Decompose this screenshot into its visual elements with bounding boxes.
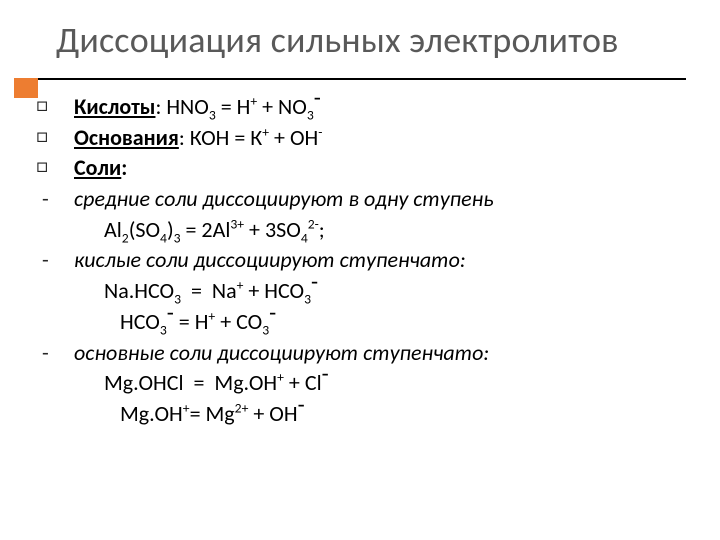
label-bases: Основания [74,124,179,151]
list-item: □ Основания: КОН = К+ + ОН- [30,123,690,153]
list-item: □ Кислоты: HNO3 = H+ + NO3- [30,92,690,122]
list-item: - Mg.OH+= Mg2+ + OH- [30,399,690,429]
slide-title: Диссоциация сильных электролитов [0,18,720,74]
text-acid-salts: кислые соли диссоциируют ступенчато: [74,246,466,273]
dash-icon: - [30,184,74,214]
list-item: - HCO3- = H+ + CO3- [30,307,690,337]
list-item: - Na.HCO3 = Na+ + HCO3- [30,276,690,306]
text-middle-salts: средние соли диссоциируют в одну ступень [74,185,493,212]
list-item: - средние соли диссоциируют в одну ступе… [30,184,690,214]
list-item: □ Соли: [30,153,690,183]
bullet-icon: □ [30,123,74,150]
divider-line [38,78,686,80]
text-basic-salts: основные соли диссоциируют ступенчато: [74,339,489,366]
dash-icon: - [30,338,74,368]
body: □ Кислоты: HNO3 = H+ + NO3- □ Основания:… [0,78,720,429]
label-salts: Соли [74,154,121,181]
list-item: - основные соли диссоциируют ступенчато: [30,338,690,368]
slide: Диссоциация сильных электролитов □ Кисло… [0,0,720,540]
accent-bar [14,78,38,98]
label-acids: Кислоты [74,93,155,120]
list-item: - кислые соли диссоциируют ступенчато: [30,245,690,275]
dash-icon: - [30,245,74,275]
list-item: - Mg.OHCl = Mg.OH+ + Cl- [30,368,690,398]
list-item: - Al2(SO4)3 = 2Al3+ + 3SO42-; [30,215,690,245]
bullet-icon: □ [30,153,74,180]
